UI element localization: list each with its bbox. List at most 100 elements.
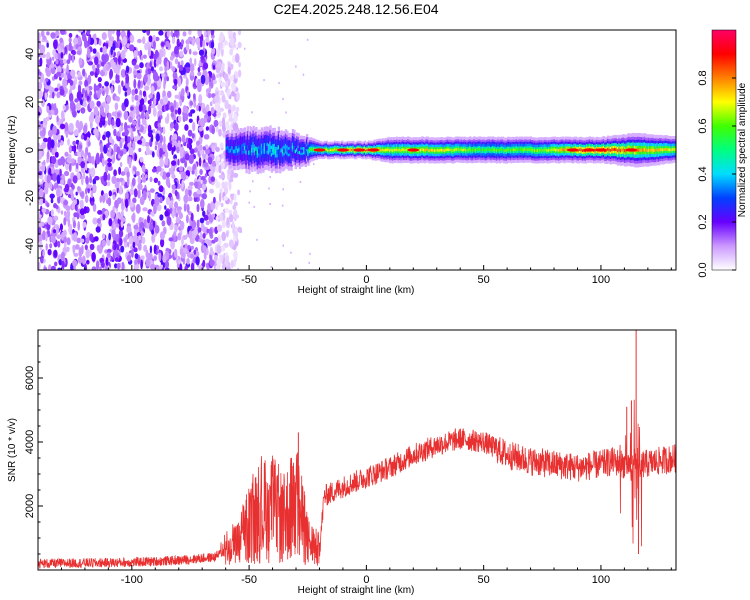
- noise-cell: [197, 30, 202, 37]
- band-cell: [350, 149, 354, 151]
- noise-cell: [209, 188, 215, 194]
- noise-cell: [72, 140, 76, 146]
- noise-cell: [205, 36, 210, 43]
- band-cell: [445, 148, 448, 152]
- noise-cell: [70, 193, 75, 202]
- noise-cell: [213, 196, 216, 204]
- noise-cell: [230, 32, 234, 38]
- noise-cell: [196, 219, 200, 229]
- noise-cell: [91, 155, 95, 165]
- noise-cell: [285, 111, 287, 114]
- noise-cell: [126, 177, 130, 186]
- noise-cell: [111, 229, 116, 239]
- noise-cell: [199, 149, 204, 156]
- band-cell: [521, 148, 524, 151]
- noise-cell: [100, 261, 105, 268]
- noise-cell: [185, 39, 190, 45]
- noise-cell: [218, 128, 222, 137]
- noise-cell: [228, 108, 232, 114]
- noise-cell: [149, 188, 155, 193]
- noise-cell: [64, 170, 70, 177]
- noise-cell: [268, 187, 270, 190]
- noise-cell: [188, 154, 194, 165]
- noise-cell: [174, 224, 178, 233]
- noise-cell: [227, 104, 232, 110]
- noise-cell: [38, 233, 41, 243]
- noise-cell: [180, 60, 184, 67]
- noise-cell: [62, 104, 66, 111]
- noise-cell: [237, 41, 242, 49]
- noise-cell: [134, 94, 139, 101]
- noise-cell: [38, 170, 43, 176]
- noise-cell: [203, 30, 207, 38]
- noise-cell: [89, 249, 92, 257]
- noise-cell: [169, 122, 175, 129]
- snr-y-ticks: 2000 4000 6000: [24, 329, 43, 555]
- noise-cell: [218, 164, 222, 174]
- noise-cell: [217, 104, 221, 113]
- noise-cell: [46, 202, 50, 208]
- noise-cell: [152, 71, 159, 82]
- noise-cell: [140, 259, 144, 270]
- noise-cell: [68, 32, 73, 38]
- band-cell: [289, 149, 292, 154]
- noise-cell: [211, 213, 216, 218]
- noise-cell: [132, 213, 136, 223]
- noise-cell: [48, 129, 53, 138]
- noise-cell: [229, 199, 233, 205]
- noise-cell: [174, 189, 178, 197]
- noise-cell: [162, 254, 167, 263]
- noise-cell: [149, 245, 153, 254]
- noise-cell: [128, 44, 135, 52]
- noise-cell: [171, 66, 176, 72]
- band-cell: [433, 149, 437, 152]
- band-cell: [394, 148, 397, 152]
- noise-cell: [107, 197, 112, 207]
- noise-cell: [169, 201, 174, 207]
- noise-cell: [190, 262, 195, 270]
- noise-cell: [115, 178, 121, 182]
- noise-cell: [158, 252, 162, 262]
- noise-cell: [226, 230, 229, 238]
- noise-cell: [71, 54, 75, 63]
- noise-cell: [75, 191, 78, 196]
- band-cell: [256, 150, 259, 155]
- noise-cell: [224, 207, 229, 213]
- noise-cell: [147, 48, 151, 57]
- noise-cell: [111, 175, 117, 185]
- noise-cell: [218, 120, 223, 127]
- noise-cell: [81, 88, 86, 95]
- noise-cell: [309, 252, 311, 255]
- noise-cell: [206, 248, 209, 256]
- noise-cell: [133, 263, 140, 270]
- noise-cell: [124, 91, 128, 97]
- band-cell: [422, 148, 426, 152]
- noise-cell: [227, 78, 231, 87]
- noise-cell: [236, 47, 238, 50]
- band-cell: [463, 148, 466, 151]
- noise-cell: [110, 85, 114, 94]
- band-cell: [277, 145, 281, 150]
- noise-cell: [163, 80, 166, 90]
- noise-cell: [68, 37, 72, 43]
- noise-cell: [174, 201, 178, 209]
- noise-cell: [78, 80, 83, 86]
- noise-cell: [148, 129, 153, 134]
- noise-cell: [42, 250, 45, 257]
- noise-cell: [153, 53, 157, 60]
- noise-cell: [79, 199, 84, 210]
- noise-cell: [237, 189, 241, 196]
- band-cell: [529, 148, 532, 151]
- noise-cell: [52, 172, 57, 182]
- noise-cell: [252, 180, 254, 183]
- noise-cell: [218, 77, 222, 84]
- noise-cell: [135, 203, 141, 214]
- noise-cell: [144, 174, 148, 179]
- noise-cell: [95, 155, 101, 165]
- noise-cell: [50, 103, 55, 112]
- band-cell: [269, 144, 272, 150]
- noise-cell: [132, 197, 137, 204]
- noise-cell: [118, 55, 121, 65]
- noise-cell: [215, 264, 220, 270]
- colorbar-ticks: 0.0 0.2 0.4 0.6 0.8: [697, 70, 736, 278]
